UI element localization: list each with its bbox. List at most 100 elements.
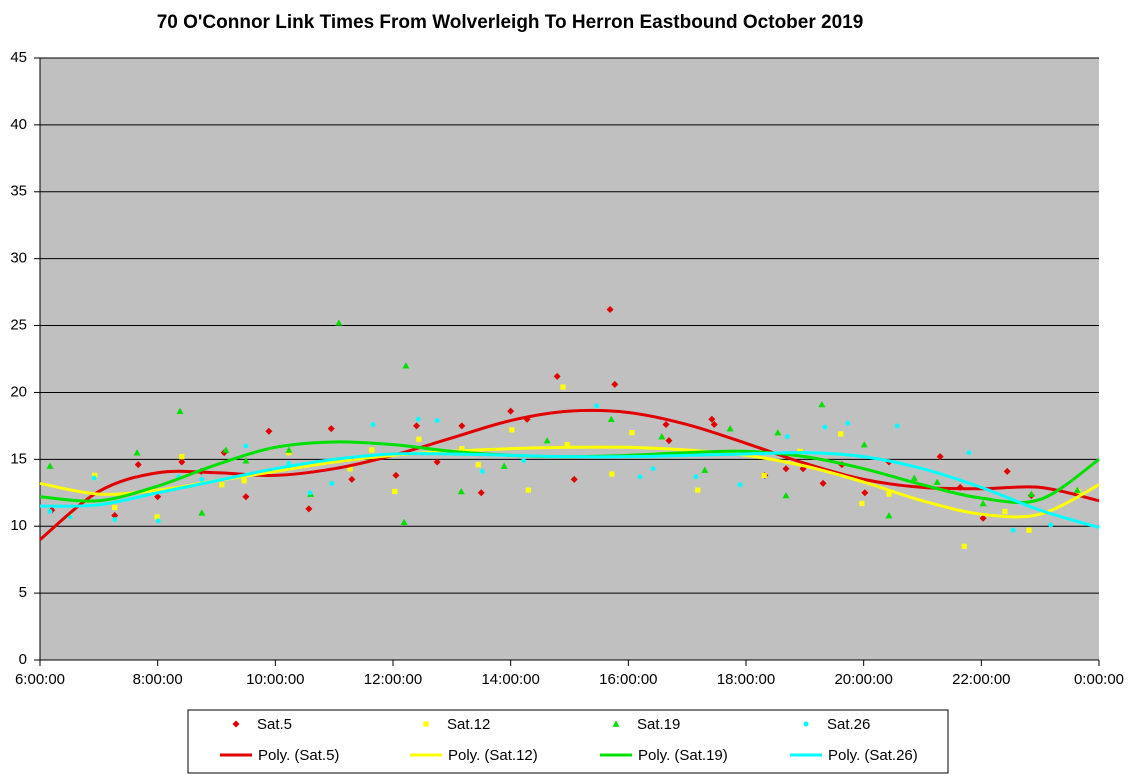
marker [92, 472, 98, 479]
marker [1002, 508, 1008, 515]
marker [413, 422, 421, 430]
marker [457, 487, 465, 495]
marker [307, 490, 313, 496]
y-tick-label: 40 [10, 116, 27, 133]
marker [477, 489, 485, 497]
legend [187, 709, 949, 774]
marker [112, 517, 118, 522]
marker [47, 509, 53, 514]
legend-label: Sat.19 [637, 716, 680, 733]
marker [46, 462, 54, 469]
marker [348, 475, 356, 483]
marker [838, 431, 844, 437]
y-tick-label: 35 [10, 183, 27, 200]
marker [933, 478, 941, 485]
marker [609, 471, 615, 477]
marker [198, 509, 206, 516]
marker [594, 403, 600, 409]
marker [662, 421, 670, 429]
legend-label: Poly. (Sat.26) [828, 747, 918, 764]
marker [570, 475, 578, 483]
marker [509, 427, 515, 433]
chart-title: 70 O'Connor Link Times From Wolverleigh … [157, 12, 864, 33]
marker [885, 512, 893, 519]
marker [543, 437, 551, 444]
y-tick-label: 0 [19, 651, 27, 668]
trendline [39, 451, 1100, 529]
marker [176, 407, 184, 414]
marker [178, 458, 186, 466]
marker [860, 441, 868, 448]
marker [242, 493, 250, 501]
marker [243, 443, 249, 449]
marker [479, 468, 485, 474]
marker [242, 457, 250, 464]
x-tick-label: 16:00:00 [599, 671, 657, 688]
marker [818, 400, 826, 408]
marker [695, 487, 701, 493]
y-tick-label: 30 [10, 250, 27, 267]
marker [710, 421, 718, 429]
marker [521, 458, 527, 464]
x-tick-label: 6:00:00 [15, 671, 65, 688]
marker [1026, 527, 1032, 533]
marker [761, 472, 767, 479]
x-tick-label: 8:00:00 [133, 671, 183, 688]
marker [112, 504, 118, 511]
marker [1010, 527, 1016, 533]
marker [845, 420, 851, 426]
marker [91, 475, 97, 481]
y-tick-label: 15 [10, 450, 27, 467]
marker [819, 479, 827, 487]
marker [179, 454, 185, 460]
marker [737, 482, 743, 488]
marker [335, 319, 343, 326]
marker [658, 433, 666, 440]
y-tick-label: 45 [10, 49, 27, 66]
marker [1073, 486, 1081, 493]
legend-label: Poly. (Sat.12) [448, 747, 538, 764]
plot-area [40, 58, 1099, 660]
marker [134, 461, 142, 469]
x-tick-label: 0:00:00 [1074, 671, 1124, 688]
marker [966, 450, 972, 456]
marker [329, 480, 335, 486]
legend-label: Poly. (Sat.19) [638, 747, 728, 764]
marker [564, 441, 570, 448]
legend-label: Sat.5 [257, 716, 292, 733]
marker [392, 488, 398, 495]
marker [155, 518, 161, 524]
marker [475, 462, 481, 468]
marker [637, 474, 643, 480]
legend-label: Poly. (Sat.5) [258, 747, 339, 764]
marker [154, 514, 160, 520]
legend-label: Sat.26 [827, 716, 870, 733]
marker [392, 471, 400, 479]
marker [415, 416, 421, 422]
x-tick-label: 10:00:00 [246, 671, 304, 688]
marker [693, 474, 699, 480]
y-tick-label: 10 [10, 517, 27, 534]
marker [910, 474, 918, 481]
marker [370, 422, 376, 428]
marker [961, 543, 967, 549]
marker [894, 423, 900, 429]
marker [222, 446, 230, 453]
marker [774, 429, 782, 436]
marker [708, 415, 716, 423]
marker [782, 465, 790, 473]
marker [701, 466, 709, 473]
marker [607, 415, 615, 422]
x-tick-label: 12:00:00 [364, 671, 422, 688]
marker [219, 482, 225, 488]
x-tick-label: 20:00:00 [834, 671, 892, 688]
marker [784, 434, 790, 440]
marker [886, 491, 892, 497]
marker [416, 436, 422, 442]
marker [232, 720, 240, 728]
marker [560, 384, 566, 390]
x-tick-label: 18:00:00 [717, 671, 775, 688]
marker [525, 487, 531, 493]
x-tick-label: 14:00:00 [481, 671, 539, 688]
